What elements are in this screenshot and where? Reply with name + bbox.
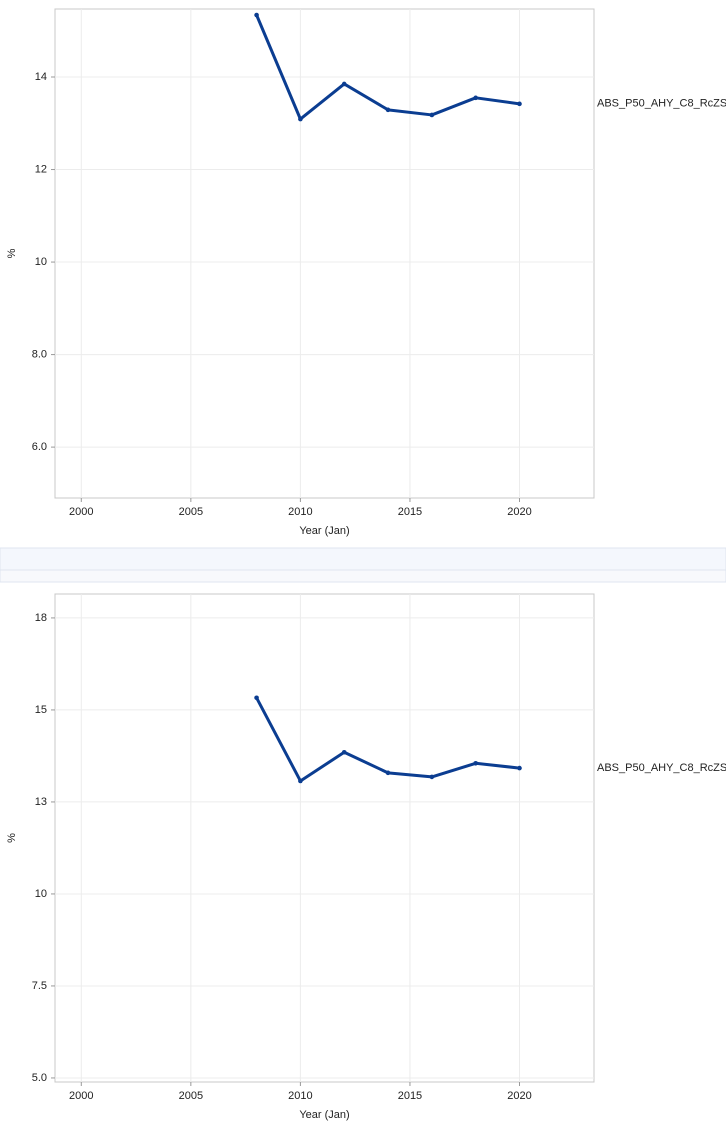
y-tick-label: 6.0 <box>32 441 47 453</box>
x-tick-label: 2000 <box>69 1090 93 1102</box>
data-point <box>341 81 347 87</box>
y-tick-label: 10 <box>35 256 47 268</box>
x-tick-label: 2020 <box>507 506 531 518</box>
x-tick-label: 2010 <box>288 506 312 518</box>
x-axis-title: Year (Jan) <box>299 525 349 537</box>
data-point <box>517 765 522 771</box>
y-tick-label: 8.0 <box>32 348 47 360</box>
data-point <box>385 770 391 776</box>
y-axis-title: % <box>6 833 18 843</box>
data-point <box>473 95 478 101</box>
data-point <box>473 760 478 766</box>
y-tick-label: 14 <box>35 71 47 83</box>
x-tick-label: 2005 <box>179 1090 203 1102</box>
data-point <box>429 112 435 118</box>
y-tick-label: 12 <box>35 163 47 175</box>
x-tick-label: 2010 <box>288 1090 312 1102</box>
y-tick-label: 7.5 <box>32 980 47 992</box>
data-point <box>254 695 259 701</box>
y-tick-label: 5.0 <box>32 1072 47 1084</box>
y-tick-label: 10 <box>35 888 47 900</box>
data-point <box>341 749 347 755</box>
x-tick-label: 2000 <box>69 506 93 518</box>
data-point <box>385 107 391 113</box>
x-tick-label: 2020 <box>507 1090 531 1102</box>
data-point <box>429 774 435 780</box>
x-tick-label: 2015 <box>398 506 422 518</box>
y-tick-label: 15 <box>35 704 47 716</box>
separator <box>0 547 726 571</box>
data-point <box>254 12 259 18</box>
separator <box>0 569 726 583</box>
data-point <box>298 116 303 122</box>
data-point <box>517 101 522 107</box>
plot-area <box>54 8 595 499</box>
legend-label: ABS_P50_AHY_C8_RcZS <box>597 762 726 774</box>
x-tick-label: 2015 <box>398 1090 422 1102</box>
x-tick-label: 2005 <box>179 506 203 518</box>
plot-area <box>54 593 595 1083</box>
legend-label: ABS_P50_AHY_C8_RcZS <box>597 98 726 110</box>
x-axis-title: Year (Jan) <box>299 1109 349 1121</box>
y-axis-title: % <box>6 248 18 258</box>
y-tick-label: 13 <box>35 796 47 808</box>
data-point <box>298 778 303 784</box>
y-tick-label: 18 <box>35 612 47 624</box>
